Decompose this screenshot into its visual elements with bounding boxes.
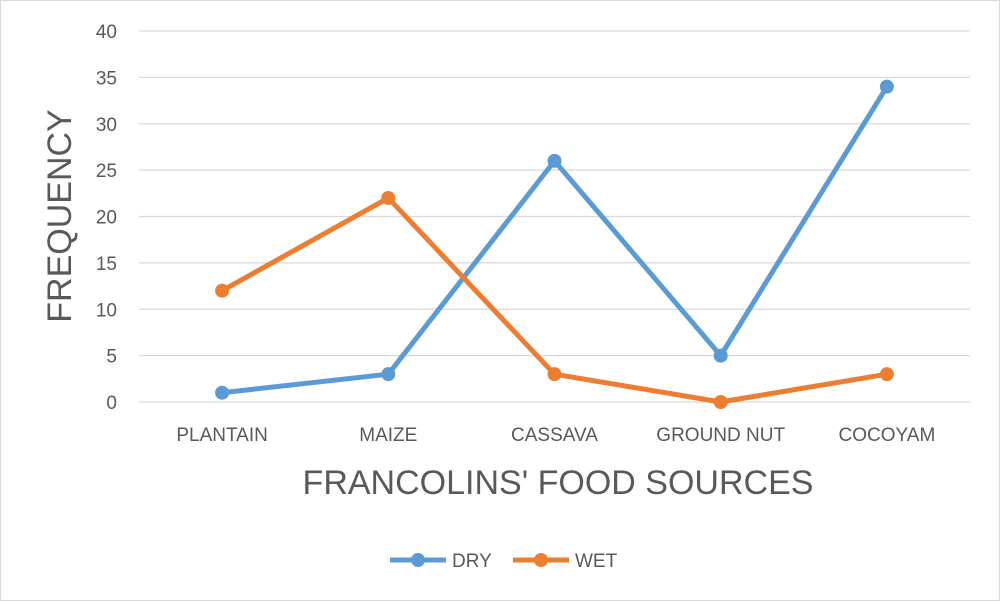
x-tick-label: PLANTAIN [176,425,268,446]
legend-item-wet: WET [513,551,618,572]
legend-label: WET [575,551,618,572]
x-tick-labels: PLANTAIN MAIZE CASSAVA GROUND NUT COCOYAM [176,425,935,446]
y-tick-label: 20 [96,208,117,229]
y-tick-label: 25 [96,161,117,182]
y-axis-title: FREQUENCY [41,109,79,322]
data-point [381,190,396,205]
legend-marker [411,553,425,567]
data-point [713,395,728,409]
y-tick-label: 35 [96,68,117,89]
data-point [547,367,562,382]
x-tick-label: MAIZE [359,425,417,446]
series-lines [215,79,894,409]
x-axis-title: FRANCOLINS' FOOD SOURCES [303,464,814,502]
series-line [219,84,890,396]
gridlines [139,30,970,403]
data-point [215,385,230,400]
y-tick-label: 0 [106,393,117,414]
y-tick-label: 10 [96,300,117,321]
y-tick-label: 5 [106,347,117,368]
y-tick-label: 30 [96,115,117,136]
x-tick-label: GROUND NUT [656,425,785,446]
data-point [879,367,894,382]
y-tick-labels: 0 5 10 15 20 25 30 35 40 [96,22,117,414]
series-dry [215,79,894,400]
series-wet [215,190,894,409]
data-point [547,153,562,168]
legend-item-dry: DRY [390,551,492,572]
data-point [215,283,230,298]
y-tick-label: 15 [96,254,117,275]
legend: DRY WET [390,551,618,572]
data-point [879,79,894,94]
y-tick-label: 40 [96,22,117,43]
data-point [713,348,728,363]
x-tick-label: COCOYAM [839,425,936,446]
legend-label: DRY [452,551,492,572]
legend-marker [534,553,548,567]
x-tick-label: CASSAVA [511,425,598,446]
data-point [381,367,396,382]
